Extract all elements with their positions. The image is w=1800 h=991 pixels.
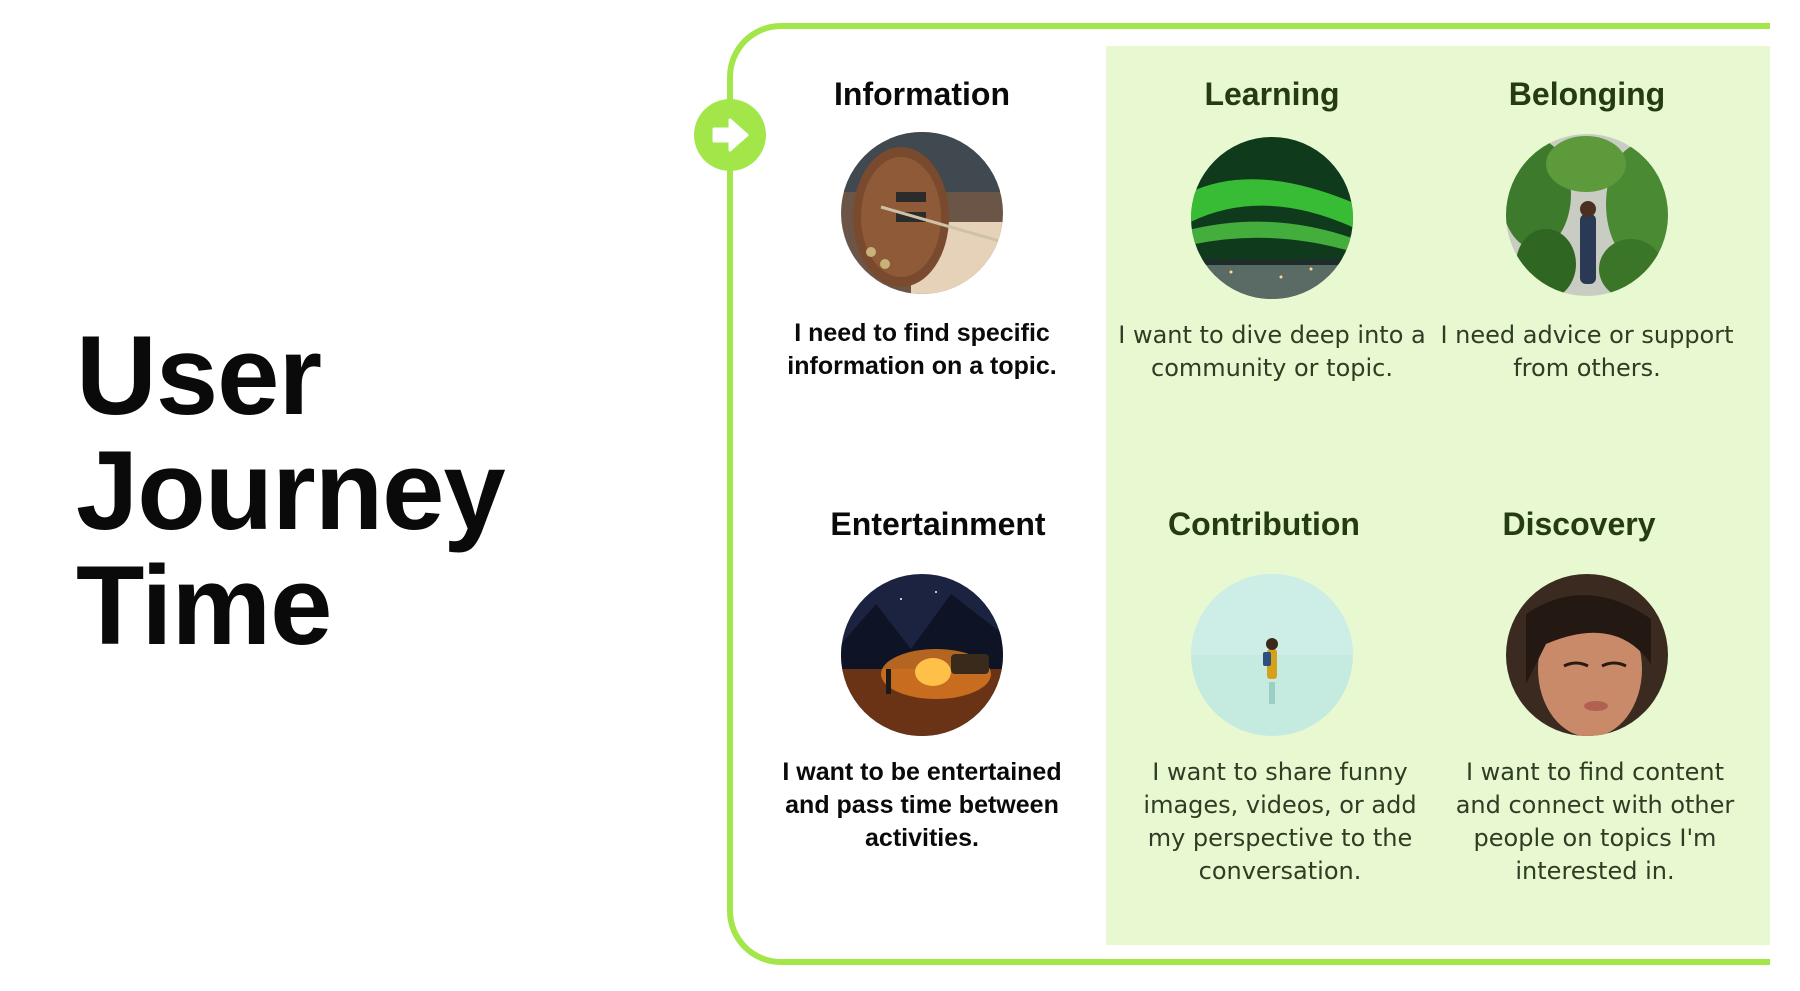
card-heading: Learning [1204, 76, 1340, 112]
card-belonging: Belonging I need advice or support from … [1432, 74, 1742, 382]
card-description: I want to dive deep into a community or … [1118, 321, 1426, 382]
card-description: I need to find specific information on a… [787, 319, 1057, 380]
slide-title: User Journey Time [76, 313, 506, 668]
journey-frame [727, 23, 1800, 965]
campfire-photo [841, 574, 1003, 736]
title-line-2: Journey [76, 428, 506, 553]
card-heading: Information [834, 76, 1010, 112]
portrait-photo [1506, 574, 1668, 736]
title-line-3: Time [76, 543, 332, 668]
aurora-photo [1191, 137, 1353, 299]
card-heading: Belonging [1508, 76, 1666, 112]
traveler-photo [1191, 574, 1353, 736]
card-entertainment: Entertainment I want to be entertained a… [782, 504, 1093, 852]
card-description: I want to be entertained and pass time b… [782, 758, 1062, 852]
card-learning: Learning I want to dive deep into a comm… [1117, 74, 1427, 382]
card-information: Information I need to find specific info… [767, 74, 1077, 380]
plants-person-photo [1506, 134, 1668, 296]
card-discovery: Discovery I want to find content and con… [1424, 504, 1735, 885]
title-line-1: User [76, 313, 322, 438]
card-heading: Contribution [1168, 506, 1360, 542]
card-description: I want to find content and connect with … [1455, 758, 1735, 885]
right-edge [1770, 0, 1800, 991]
arrow-right-icon [694, 99, 766, 171]
card-heading: Discovery [1502, 506, 1656, 542]
card-contribution: Contribution I want to share funny image… [1109, 504, 1419, 885]
guitar-photo [841, 132, 1003, 294]
card-description: I need advice or support from others. [1440, 321, 1734, 382]
card-heading: Entertainment [830, 506, 1046, 542]
card-description: I want to share funny images, videos, or… [1143, 758, 1417, 885]
